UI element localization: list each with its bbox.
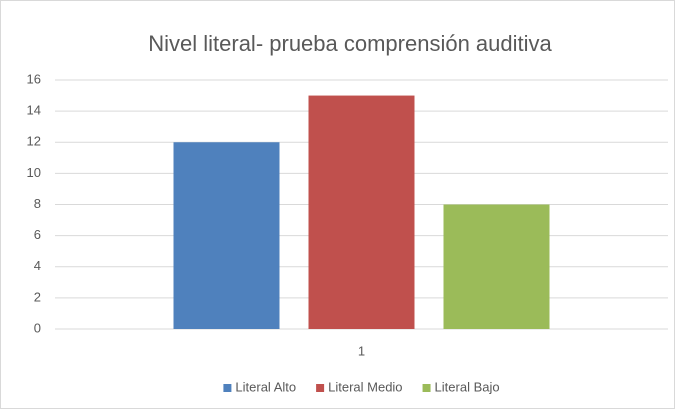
chart-title: Nivel literal- prueba comprensión auditi… [148,31,552,56]
y-tick-label: 2 [34,289,41,304]
bar [443,204,550,329]
bar [308,95,415,329]
legend-swatch [422,384,431,392]
y-tick-label: 12 [27,134,41,149]
legend-label: Literal Alto [235,379,296,394]
bar [173,142,280,329]
y-tick-label: 16 [27,71,41,86]
y-tick-label: 4 [34,258,41,273]
y-tick-label: 8 [34,196,41,211]
legend-label: Literal Bajo [435,379,500,394]
y-tick-label: 14 [27,103,41,118]
x-tick-label: 1 [358,343,365,358]
legend-label: Literal Medio [328,379,402,394]
y-tick-label: 10 [27,165,41,180]
y-tick-label: 6 [34,227,41,242]
legend-swatch [223,384,232,392]
y-tick-label: 0 [34,320,41,335]
legend-swatch [316,384,325,392]
